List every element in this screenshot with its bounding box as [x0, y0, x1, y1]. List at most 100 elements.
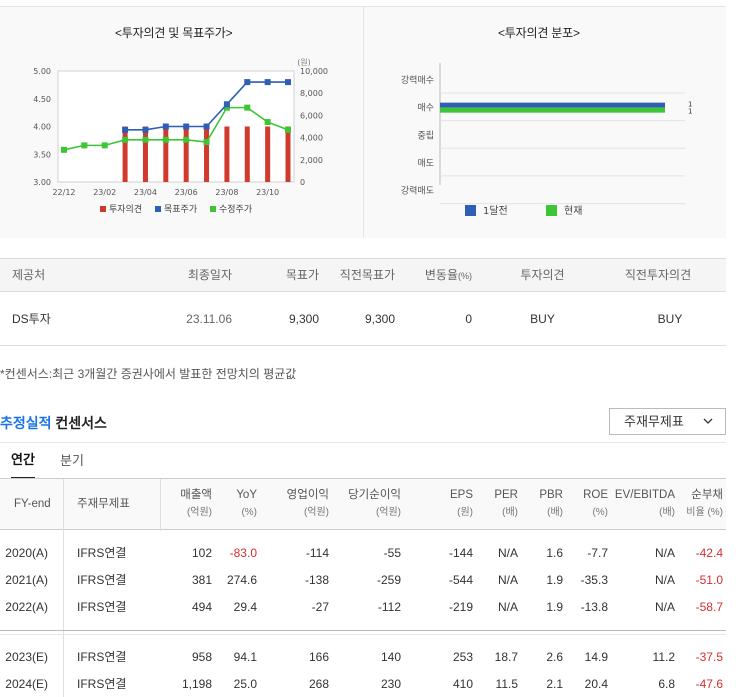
prev-month-bar: [440, 102, 665, 108]
opinion-bar: [183, 126, 189, 182]
legend-label: 투자의견: [109, 203, 142, 215]
roe-cell: -35.3: [580, 573, 608, 587]
table-row: 2022(A) IFRS연결 494 29.4 -27 -112 -219 N/A 1.9 -13…: [0, 594, 726, 621]
debt-cell: -47.6: [695, 677, 723, 691]
fy-cell: 2020(A): [5, 546, 48, 560]
rev-cell: 381: [191, 573, 212, 587]
price-point: [223, 104, 230, 111]
ni-cell: -55: [383, 546, 401, 560]
price-point: [81, 142, 88, 149]
legend-label: 현재: [564, 205, 582, 217]
header-debt-label: 순부채: [691, 489, 723, 501]
header-yoy-label: YoY: [236, 489, 257, 501]
header-change-unit: (%): [458, 271, 472, 281]
legend-swatch-prev: [465, 205, 476, 216]
legend-swatch: [155, 206, 161, 212]
eps-cell: 410: [452, 677, 473, 691]
header-target: 목표가: [285, 268, 319, 282]
left-axis-tick-label: 3.00: [33, 178, 51, 187]
opinion-bar: [142, 126, 148, 182]
section-title-label: 컨센서스: [55, 415, 107, 431]
opinion-bar: [265, 126, 271, 182]
category-label: 중립: [417, 130, 434, 141]
x-axis-tick-label: 22/12: [52, 188, 75, 197]
header-ni-label: 당기순이익: [348, 489, 401, 501]
rev-cell: 958: [191, 650, 212, 664]
price-point: [264, 119, 271, 126]
ev-cell: 11.2: [652, 650, 675, 664]
opinion-cell: BUY: [530, 312, 555, 326]
summary-row: DS투자 23.11.06 9,300 9,300 0 BUY BUY: [0, 292, 726, 346]
target-price-point: [203, 123, 210, 130]
opinion-bar: [163, 126, 169, 182]
debt-cell: -51.0: [695, 573, 723, 587]
opinion-bar: [204, 126, 210, 182]
target-price-point: [122, 126, 129, 133]
header-rev-unit: (억원): [186, 507, 212, 518]
std-cell: IFRS연결: [77, 600, 127, 614]
tab-quarterly[interactable]: 분기: [60, 453, 84, 468]
header-roe-label: ROE: [583, 489, 608, 501]
change-cell: 0: [465, 312, 472, 326]
header-change-label: 변동율: [424, 268, 458, 282]
price-point: [203, 139, 210, 146]
right-axis-tick-label: 4,000: [300, 134, 323, 143]
op-cell: -27: [311, 600, 329, 614]
header-debt-unit: 비율 (%): [686, 507, 723, 518]
target-price-point: [162, 123, 169, 130]
target-price-point: [285, 79, 291, 86]
ev-cell: 6.8: [658, 677, 675, 691]
table-row: 2024(E) IFRS연결 1,198 25.0 268 230 410 11.5 2.1 20…: [0, 671, 726, 697]
header-ev: EV/EBITDA (배): [612, 487, 675, 521]
header-date: 최종일자: [187, 268, 232, 282]
table-row: 2020(A) IFRS연결 102 -83.0 -114 -55 -144 N/A 1.6 -7…: [0, 540, 726, 567]
header-yoy-unit: (%): [241, 507, 257, 518]
per-cell: 18.7: [494, 650, 518, 664]
op-cell: -114: [305, 546, 329, 560]
header-eps-unit: (원): [457, 507, 473, 518]
bar-value-label: 1: [688, 101, 692, 109]
right-axis-unit-label: (원): [297, 58, 311, 67]
legend-label: 목표주가: [164, 204, 197, 215]
ev-cell: N/A: [654, 600, 675, 614]
price-point: [122, 136, 129, 143]
ev-cell: N/A: [654, 573, 675, 587]
per-cell: N/A: [497, 546, 518, 560]
per-cell: 11.5: [495, 677, 518, 691]
left-axis-tick-label: 4.50: [33, 95, 51, 104]
debt-cell: -42.4: [695, 546, 723, 560]
category-label: 강력매도: [401, 185, 434, 197]
price-line: [63, 106, 289, 151]
header-rev-label: 매출액: [180, 489, 212, 501]
header-ev-label: EV/EBITDA: [614, 489, 675, 501]
target-cell: 9,300: [288, 312, 319, 326]
eps-cell: -544: [448, 573, 473, 587]
table-row: 2023(E) IFRS연결 958 94.1 166 140 253 18.7 2.6 14.9…: [0, 644, 726, 671]
op-cell: 166: [308, 650, 329, 664]
fy-cell: 2021(A): [5, 573, 48, 587]
statement-select-value: 주재무제표: [624, 414, 684, 429]
category-label: 매도: [417, 158, 434, 169]
tab-annual[interactable]: 연간: [11, 443, 35, 479]
pbr-cell: 2.1: [546, 677, 563, 691]
eps-cell: 253: [452, 650, 473, 664]
statement-select[interactable]: 주재무제표: [609, 408, 726, 435]
ni-cell: 230: [380, 677, 401, 691]
header-fy-label: FY-end: [14, 498, 51, 510]
header-per-label: PER: [494, 489, 518, 501]
eps-cell: -219: [448, 600, 473, 614]
column-divider: [63, 479, 64, 531]
roe-cell: 14.9: [584, 650, 608, 664]
header-pbr: PBR (배): [522, 487, 563, 521]
header-eps-label: EPS: [449, 489, 473, 501]
header-ni: 당기순이익 (억원): [332, 487, 401, 521]
header-per-unit: (배): [502, 507, 518, 518]
fy-cell: 2022(A): [5, 600, 48, 614]
pbr-cell: 1.6: [546, 546, 563, 560]
header-roe: ROE (%): [565, 487, 608, 521]
fy-cell: 2023(E): [5, 650, 48, 664]
summary-header-row: 제공처 최종일자 목표가 직전목표가 변동율(%) 투자의견 직전투자의견: [0, 258, 726, 292]
std-cell: IFRS연결: [77, 677, 127, 691]
